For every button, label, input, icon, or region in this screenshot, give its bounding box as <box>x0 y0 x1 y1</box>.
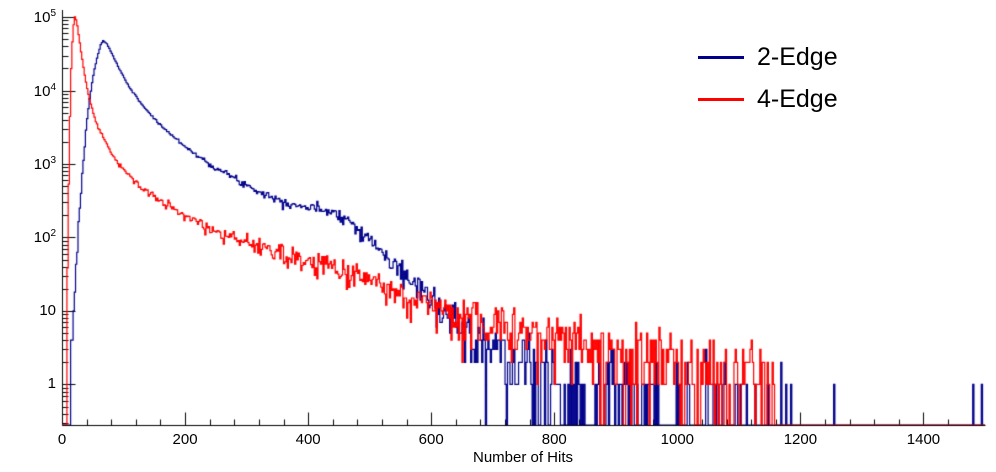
x-tick-label: 1000 <box>660 431 695 448</box>
legend-entry-4edge: 4-Edge <box>698 78 838 120</box>
y-tick-label: 1 <box>47 375 56 393</box>
x-tick-label: 400 <box>295 431 321 448</box>
y-tick-label: 102 <box>33 228 56 247</box>
legend: 2-Edge 4-Edge <box>698 36 838 120</box>
y-tick-label: 103 <box>33 155 56 174</box>
y-tick-label: 105 <box>33 8 56 27</box>
legend-label-4edge: 4-Edge <box>757 84 838 113</box>
x-tick-label: 1400 <box>906 431 941 448</box>
x-tick-label: 600 <box>418 431 444 448</box>
legend-line-4edge <box>698 97 744 101</box>
legend-entry-2edge: 2-Edge <box>698 36 838 78</box>
legend-line-2edge <box>698 55 744 59</box>
x-axis-title: Number of Hits <box>472 449 574 466</box>
x-tick-label: 200 <box>172 431 198 448</box>
legend-label-2edge: 2-Edge <box>757 42 838 71</box>
y-tick-label: 104 <box>33 81 56 100</box>
x-tick-label: 0 <box>57 431 67 448</box>
y-tick-label: 10 <box>39 301 56 319</box>
x-tick-label: 800 <box>541 431 567 448</box>
x-tick-label: 1200 <box>783 431 818 448</box>
